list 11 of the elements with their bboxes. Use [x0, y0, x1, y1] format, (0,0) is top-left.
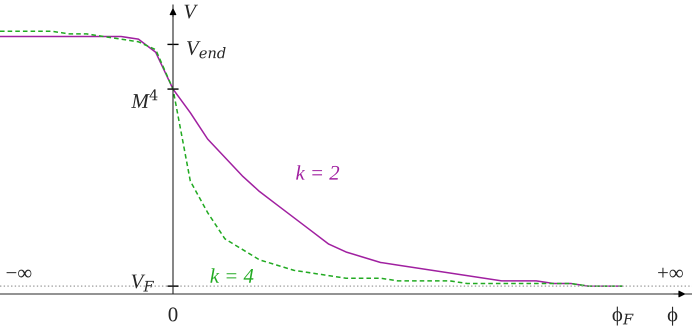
ref-line-label: V$_{F}$	[132, 274, 154, 292]
annotation: −∞	[6, 270, 32, 278]
annotation: M$^{4}$	[131, 89, 158, 108]
x-axis-title: ϕ	[668, 306, 678, 326]
y-axis-title: V	[184, 4, 198, 19]
series-label: k = 4	[210, 268, 254, 283]
series-label: k = 2	[296, 165, 340, 180]
x-tick-label: ϕ$_{F}$	[612, 306, 634, 326]
annotation: V$_{end}$	[187, 41, 226, 58]
text: +∞	[658, 268, 683, 278]
x-tick-label: 0	[168, 307, 178, 322]
